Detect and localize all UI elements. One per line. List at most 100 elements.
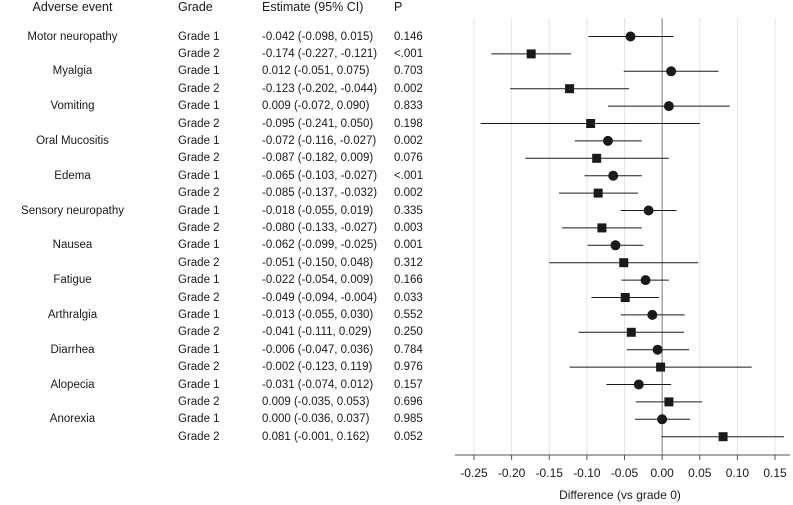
- estimate-ci-label: -0.062 (-0.099, -0.025): [262, 239, 378, 252]
- grade-label: Grade 2: [178, 430, 220, 443]
- estimate-ci-label: -0.013 (-0.055, 0.030): [262, 308, 374, 321]
- point-estimate-circle: [647, 309, 658, 320]
- grade-label: Grade 1: [178, 239, 220, 252]
- grade-label: Grade 1: [178, 308, 220, 321]
- estimate-ci-label: -0.002 (-0.123, 0.119): [262, 361, 373, 374]
- point-estimate-circle: [608, 170, 619, 181]
- x-tick-label: -0.05: [611, 466, 639, 480]
- grade-label: Grade 1: [178, 378, 220, 391]
- adverse-event-label: Anorexia: [49, 413, 96, 426]
- point-estimate-square: [586, 119, 596, 128]
- point-estimate-square: [526, 49, 536, 59]
- point-estimate-square: [718, 432, 728, 442]
- point-estimate-circle: [633, 379, 644, 390]
- p-value-label: 0.002: [394, 82, 423, 95]
- p-value-label: <.001: [394, 169, 424, 182]
- estimate-ci-label: -0.042 (-0.098, 0.015): [262, 30, 374, 43]
- estimate-ci-label: 0.009 (-0.072, 0.090): [262, 100, 370, 113]
- adverse-event-label: Sensory neuropathy: [21, 204, 124, 217]
- grade-label: Grade 2: [178, 47, 220, 60]
- point-estimate-circle: [640, 275, 651, 286]
- estimate-ci-label: -0.085 (-0.137, -0.032): [262, 187, 378, 200]
- grade-label: Grade 2: [178, 256, 220, 269]
- point-estimate-square: [620, 293, 630, 302]
- point-estimate-square: [619, 258, 629, 268]
- p-value-label: 0.146: [394, 30, 423, 43]
- point-estimate-circle: [663, 101, 674, 112]
- p-value-label: 0.784: [394, 343, 423, 356]
- estimate-ci-label: -0.051 (-0.150, 0.048): [262, 256, 374, 269]
- grade-label: Grade 2: [178, 221, 220, 234]
- grade-label: Grade 2: [178, 117, 220, 130]
- grade-label: Grade 1: [178, 100, 220, 113]
- p-value-label: 0.033: [394, 291, 423, 304]
- header-adverse-event: Adverse event: [32, 0, 113, 14]
- x-tick-label: 0.15: [763, 466, 787, 480]
- p-value-label: 0.003: [394, 221, 423, 234]
- p-value-label: 0.002: [394, 134, 423, 147]
- header-estimate: Estimate (95% CI): [262, 0, 364, 14]
- estimate-ci-label: -0.095 (-0.241, 0.050): [262, 117, 374, 130]
- estimate-ci-label: -0.080 (-0.133, -0.027): [262, 221, 378, 234]
- p-value-label: 0.312: [394, 256, 423, 269]
- p-value-label: 0.976: [394, 361, 423, 374]
- grade-label: Grade 2: [178, 152, 220, 165]
- p-value-label: 0.833: [394, 100, 423, 113]
- grade-label: Grade 1: [178, 204, 220, 217]
- grade-label: Grade 1: [178, 413, 220, 426]
- estimate-ci-label: 0.012 (-0.051, 0.075): [262, 65, 370, 78]
- adverse-event-label: Fatigue: [53, 274, 92, 287]
- p-value-label: 0.157: [394, 378, 423, 391]
- grade-label: Grade 1: [178, 65, 220, 78]
- estimate-ci-label: -0.031 (-0.074, 0.012): [262, 378, 374, 391]
- estimate-ci-label: -0.123 (-0.202, -0.044): [262, 82, 378, 95]
- p-value-label: 0.552: [394, 308, 423, 321]
- grade-label: Grade 2: [178, 187, 220, 200]
- estimate-ci-label: -0.018 (-0.055, 0.019): [262, 204, 374, 217]
- adverse-event-label: Alopecia: [50, 378, 95, 391]
- estimate-ci-label: -0.065 (-0.103, -0.027): [262, 169, 378, 182]
- x-tick-label: -0.20: [498, 466, 526, 480]
- estimate-ci-label: 0.000 (-0.036, 0.037): [262, 413, 370, 426]
- grade-label: Grade 1: [178, 343, 220, 356]
- p-value-label: 0.250: [394, 326, 423, 339]
- point-estimate-square: [664, 397, 674, 407]
- grade-label: Grade 1: [178, 134, 220, 147]
- point-estimate-square: [597, 223, 607, 233]
- estimate-ci-label: 0.081 (-0.001, 0.162): [262, 430, 370, 443]
- x-axis-title: Difference (vs grade 0): [559, 488, 681, 502]
- grade-label: Grade 2: [178, 82, 220, 95]
- x-tick-label: -0.15: [536, 466, 564, 480]
- adverse-event-label: Oral Mucositis: [36, 134, 109, 147]
- adverse-event-label: Motor neuropathy: [27, 30, 118, 43]
- point-estimate-circle: [602, 135, 613, 146]
- x-tick-label: -0.25: [460, 466, 488, 480]
- point-estimate-circle: [666, 66, 677, 77]
- estimate-ci-label: -0.049 (-0.094, -0.004): [262, 291, 378, 304]
- grade-label: Grade 1: [178, 274, 220, 287]
- p-value-label: 0.001: [394, 239, 423, 252]
- p-value-label: 0.985: [394, 413, 423, 426]
- grade-label: Grade 2: [178, 326, 220, 339]
- p-value-label: <.001: [394, 47, 424, 60]
- estimate-ci-label: -0.087 (-0.182, 0.009): [262, 152, 374, 165]
- adverse-event-label: Arthralgia: [47, 308, 98, 321]
- estimate-ci-label: 0.009 (-0.035, 0.053): [262, 395, 370, 408]
- point-estimate-square: [565, 84, 575, 94]
- grade-label: Grade 1: [178, 30, 220, 43]
- header-grade: Grade: [178, 0, 213, 14]
- point-estimate-circle: [657, 414, 668, 425]
- adverse-event-label: Nausea: [52, 239, 93, 252]
- estimate-ci-label: -0.174 (-0.227, -0.121): [262, 47, 378, 60]
- x-tick-label: 0.00: [650, 466, 674, 480]
- adverse-event-label: Myalgia: [52, 65, 93, 78]
- point-estimate-circle: [610, 240, 621, 251]
- grade-label: Grade 2: [178, 395, 220, 408]
- grade-label: Grade 1: [178, 169, 220, 182]
- x-tick-label: -0.10: [573, 466, 601, 480]
- point-estimate-square: [656, 362, 666, 372]
- adverse-event-label: Edema: [54, 169, 91, 182]
- point-estimate-square: [592, 153, 602, 163]
